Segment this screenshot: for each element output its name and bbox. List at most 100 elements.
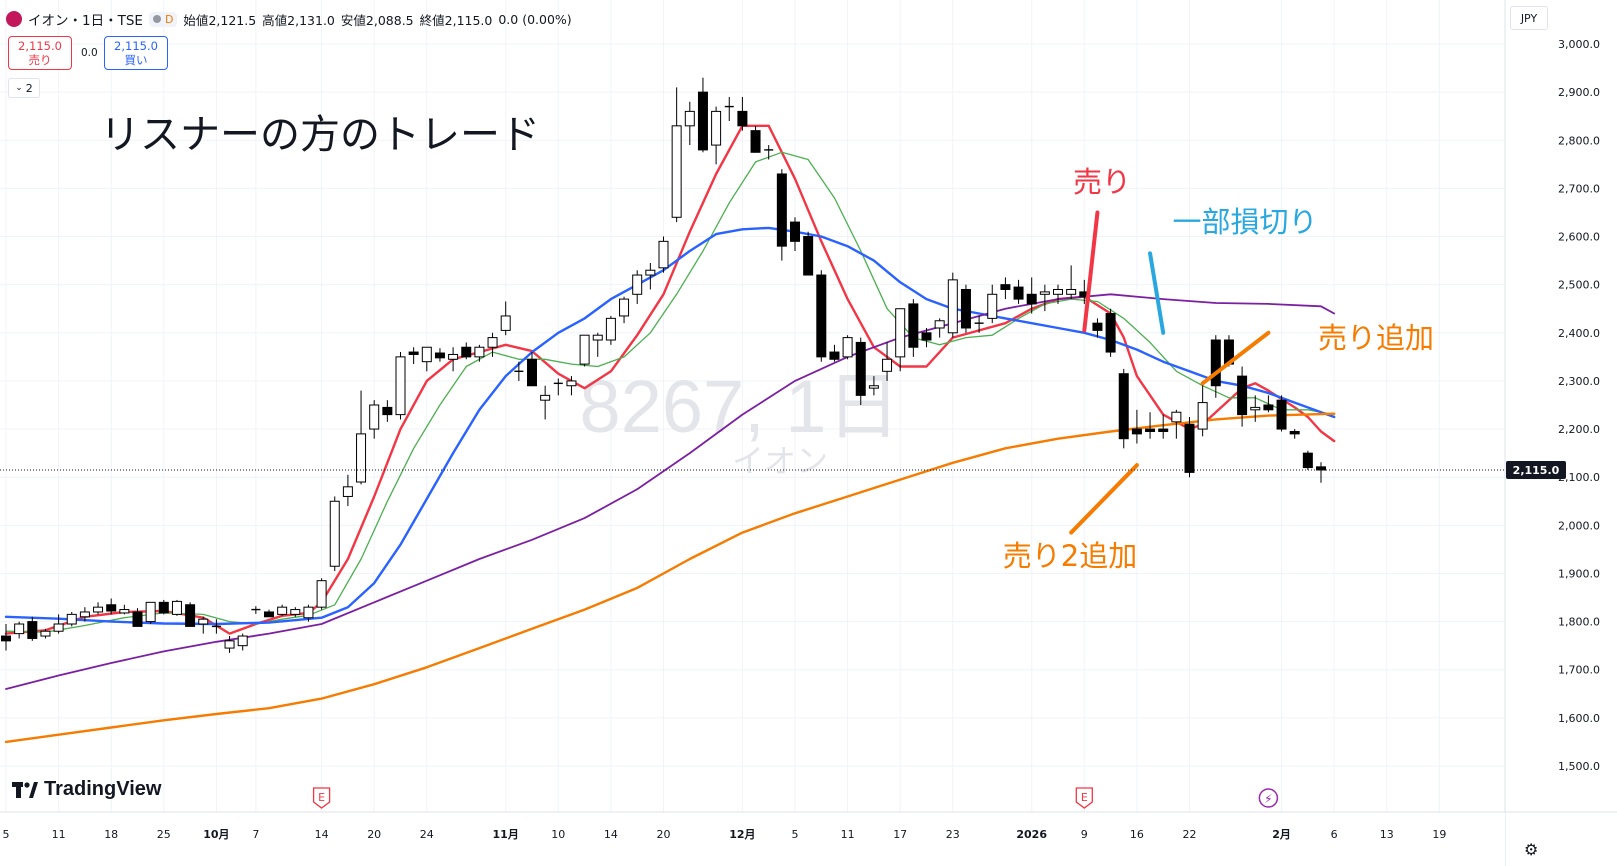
time-tick-label: 12月 — [729, 828, 755, 841]
candle-body — [264, 611, 274, 618]
candle-body — [816, 274, 827, 358]
candle-body — [592, 334, 603, 341]
candle-body — [540, 394, 551, 401]
currency-selector[interactable]: JPY — [1510, 6, 1548, 30]
status-indicator[interactable]: D — [148, 11, 178, 27]
candle-body — [1026, 293, 1037, 305]
candle-body — [448, 353, 459, 360]
candle — [1263, 395, 1274, 413]
buy-label: 買い — [124, 53, 148, 67]
candle — [1000, 277, 1011, 300]
price-tick-label: 2,600.0 — [1558, 231, 1600, 244]
watermark-name: イオン — [732, 443, 828, 479]
candle — [619, 296, 630, 324]
symbol-title[interactable]: イオン・1日・TSE — [28, 13, 143, 29]
candle — [724, 96, 734, 122]
time-tick-label: 9 — [1081, 828, 1088, 841]
candle — [277, 604, 288, 616]
earnings-marker-label: E — [318, 791, 325, 804]
candle-body — [277, 606, 288, 615]
earnings-marker-label: E — [1081, 791, 1088, 804]
annotation-line — [1069, 463, 1139, 535]
time-tick-label: 17 — [893, 828, 907, 841]
candle — [1197, 380, 1208, 437]
candle — [66, 611, 77, 627]
price-tick-label: 2,000.0 — [1558, 519, 1600, 532]
candle-body — [53, 623, 64, 632]
chart-title: リスナーの方のトレード — [100, 112, 540, 158]
candle-body — [329, 500, 340, 567]
candle-body — [1000, 284, 1011, 290]
candle — [895, 308, 906, 372]
time-tick-label: 20 — [657, 828, 671, 841]
candle — [737, 96, 748, 131]
candle — [540, 385, 551, 420]
candle — [290, 607, 301, 617]
time-tick-label: 10月 — [203, 828, 229, 841]
candle-body — [671, 125, 682, 218]
candle-body — [185, 604, 196, 627]
candle — [527, 352, 537, 387]
price-tick-label: 2,800.0 — [1558, 134, 1600, 147]
candle — [1039, 284, 1050, 312]
candle-body — [1171, 411, 1182, 423]
candle — [658, 236, 669, 273]
candle — [934, 318, 945, 338]
time-tick-label: 10 — [551, 828, 565, 841]
candle — [264, 609, 274, 618]
candle-body — [1197, 402, 1208, 430]
candle-body — [921, 332, 932, 341]
candle-body — [342, 486, 353, 497]
candle-body — [632, 274, 643, 295]
candle — [171, 599, 182, 616]
annotation-line — [1148, 251, 1166, 335]
price-axis[interactable]: 1,500.0 1,600.0 1,700.0 1,800.0 1,900.0 2,000… — [1504, 0, 1617, 866]
time-tick-label: 11月 — [493, 828, 519, 841]
candle — [93, 602, 104, 615]
time-tick-label: 6 — [1331, 828, 1338, 841]
sell-button[interactable]: 2,115.0 売り — [8, 36, 72, 70]
candle-body — [106, 604, 117, 612]
lightning-marker-circle — [1258, 788, 1279, 808]
price-tick-label: 2,500.0 — [1558, 279, 1600, 292]
candle — [500, 301, 511, 336]
buy-button[interactable]: 2,115.0 買い — [104, 36, 168, 70]
event-markers[interactable]: E E ⚡ — [312, 787, 1279, 809]
candle-body — [776, 173, 787, 247]
candle — [1, 624, 11, 651]
time-axis[interactable]: 5 11 18 25 10月 7 14 20 24 11月 10 14 20 12月 5 11 17 23 2026… — [0, 811, 1617, 866]
candle-body — [882, 358, 893, 372]
candle-body — [132, 611, 143, 627]
time-tick-label: 18 — [104, 828, 118, 841]
time-tick-label: 20 — [367, 828, 381, 841]
candle-body — [369, 404, 380, 430]
candle-body — [487, 337, 498, 348]
candle-body — [1053, 288, 1063, 295]
candle — [1250, 395, 1261, 422]
watermark-symbol: 8267, 1日 — [580, 365, 901, 448]
candle-body — [79, 611, 90, 618]
candle — [605, 315, 616, 345]
candle — [803, 231, 814, 276]
gear-icon[interactable]: ⚙ — [1524, 840, 1539, 859]
candle — [1210, 335, 1221, 398]
spread-value: 0.0 — [81, 47, 98, 59]
candle-body — [1145, 428, 1156, 432]
candle-body — [1289, 430, 1300, 435]
indicators-collapse-button[interactable]: ⌄ 2 — [8, 78, 40, 98]
candle-body — [908, 303, 919, 348]
annotation-line — [1082, 210, 1100, 333]
price-tick-label: 1,900.0 — [1558, 567, 1600, 580]
candle — [27, 616, 38, 641]
annotation-label: 一部損切り — [1172, 205, 1317, 239]
candle-body — [842, 337, 853, 358]
candle-body — [1250, 406, 1261, 411]
candle-body — [1184, 423, 1195, 473]
chevron-down-icon: ⌄ — [15, 83, 23, 93]
tradingview-logo[interactable]: TradingView — [12, 778, 161, 801]
candle — [764, 145, 774, 160]
candle — [237, 633, 248, 651]
chart-grid — [0, 0, 1505, 812]
candle — [474, 344, 485, 362]
